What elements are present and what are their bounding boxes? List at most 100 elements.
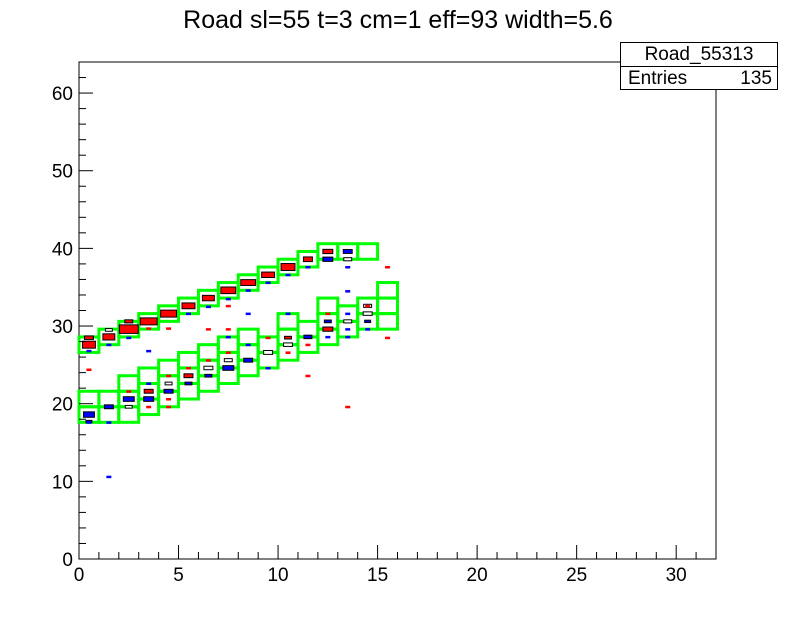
hit-mark [305,343,311,347]
hit-mark [385,266,391,269]
hit-mark [305,266,311,269]
y-tick-label: 20 [52,395,73,416]
histogram-cell [222,365,235,371]
hit-mark [146,382,152,385]
histogram-cell [124,404,133,409]
hit-mark [365,328,371,331]
y-tick-label: 60 [52,84,73,105]
hit-mark [285,273,291,277]
hit-mark [146,327,152,330]
hit-mark [126,390,132,393]
stats-entries-label: Entries [628,68,688,89]
histogram-cell [303,334,313,340]
hit-mark [146,349,152,353]
hit-mark [166,405,172,409]
hit-mark [265,366,271,370]
hit-mark [86,421,92,424]
histogram-cell [184,381,193,386]
x-tick-label: 0 [74,565,85,586]
hit-mark [385,336,391,340]
hit-mark [345,335,351,339]
histogram-cell [342,249,353,254]
hit-mark [166,398,172,401]
histogram-cell [220,286,237,295]
road-cell-upper [356,242,380,261]
hit-mark [185,312,191,316]
histogram-cell [122,396,135,402]
hit-mark [245,289,251,292]
hit-mark [205,359,211,362]
dash-layer [86,266,391,479]
hit-mark [265,281,271,285]
hit-mark [225,304,231,308]
y-tick-label: 10 [52,472,73,493]
y-tick-label: 0 [62,550,73,571]
histogram-cell [284,335,292,340]
hit-mark [285,351,291,354]
hit-mark [305,374,311,378]
histogram-cell [203,365,214,371]
histogram-cell [164,381,173,386]
histogram-cell [263,349,274,355]
cell-layer [81,248,373,424]
stats-entries-row: Entries 135 [621,67,777,91]
histogram-cell [261,271,276,278]
histogram-cell [139,317,158,326]
road-cell-lower [376,281,399,300]
histogram-cell [343,257,353,262]
hit-mark [166,374,172,378]
hit-mark [225,328,231,331]
y-tick-label: 40 [52,239,73,260]
histogram-cell [240,279,257,286]
y-tick-label: 30 [52,317,73,338]
histogram-cell [204,373,213,378]
hit-mark [345,290,351,293]
chart-title: Road sl=55 t=3 cm=1 eff=93 width=5.6 [183,6,613,34]
hit-mark [225,297,231,301]
histogram-cell [283,342,293,347]
hit-mark [146,405,152,409]
hit-mark [365,304,371,308]
hit-mark [205,328,211,331]
hit-mark [345,405,351,409]
histogram-cell [143,396,155,402]
histogram-cell [302,256,313,263]
axis-layer: 0 5 10 15 20 25 30 0 10 20 30 40 50 60 [52,61,717,586]
hit-mark [185,366,191,370]
stats-entries-value: 135 [740,68,772,89]
hit-mark [225,335,231,339]
histogram-cell [322,326,334,332]
hit-mark [325,312,331,316]
histogram-cell [362,311,373,316]
x-tick-label: 20 [467,565,488,586]
hit-mark [245,343,251,347]
histogram-cell [323,319,332,324]
histogram-cell [280,263,296,272]
hit-mark [86,349,92,353]
x-tick-label: 30 [666,565,687,586]
histogram-cell [364,319,372,324]
histogram-cell [81,340,96,349]
hit-mark [265,336,271,340]
histogram-cell [322,248,334,255]
hit-mark [106,421,112,424]
hit-mark [205,305,211,309]
hit-mark [126,336,132,340]
histogram-cell [124,319,134,324]
x-tick-label: 15 [367,565,388,586]
histogram-cell [143,388,154,394]
histogram-cell [243,357,254,363]
stats-box: Road_55313 Entries 135 [620,42,778,90]
hit-mark [166,327,172,330]
histogram-cell [103,404,114,410]
histogram-cell [118,324,139,334]
histogram-cell [343,319,353,324]
histogram-cell [322,256,334,262]
hit-mark [106,475,112,479]
histogram-cell [104,328,113,332]
stats-histogram-name: Road_55313 [621,43,777,67]
x-tick-label: 10 [267,565,288,586]
histogram-cell [201,294,215,302]
histogram-cell [160,309,178,318]
y-tick-label: 50 [52,162,73,183]
